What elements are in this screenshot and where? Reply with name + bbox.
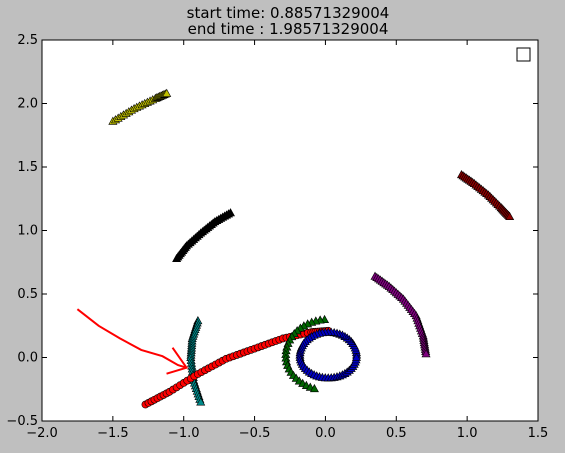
x-tick-label: −1.0: [168, 426, 200, 441]
chart-subtitle: end time : 1.98571329004: [188, 20, 389, 38]
series-7-point: [309, 383, 319, 393]
y-tick-label: −0.5: [6, 414, 38, 429]
x-tick-label: −1.5: [97, 426, 129, 441]
x-tick-label: −0.5: [239, 426, 271, 441]
series-3-point: [421, 349, 431, 358]
y-tick-label: 2.0: [17, 97, 38, 112]
axis-ticks: −2.0 −1.5 −1.0 −0.5 0.0 0.5 1.0 1.5 −0.5 0.0 0.5 1.…: [6, 33, 548, 441]
x-tick-label: 0.0: [315, 426, 336, 441]
y-tick-label: 0.5: [17, 287, 38, 302]
x-tick-label: 0.5: [386, 426, 407, 441]
series-1-point: [225, 208, 235, 217]
y-tick-label: 1.0: [17, 224, 38, 239]
x-tick-label: 1.0: [457, 426, 478, 441]
chart-title: start time: 0.88571329004: [187, 4, 390, 22]
y-tick-label: 2.5: [17, 33, 38, 48]
data-marks: [108, 88, 515, 409]
legend-box: [516, 47, 531, 62]
y-tick-label: 1.5: [17, 160, 38, 175]
series-4-point: [196, 397, 206, 406]
annotation-arrow-shaft: [76, 308, 187, 369]
x-tick-label: 1.5: [528, 426, 549, 441]
annotation-arrow-head: [166, 347, 189, 375]
x-tick-label: −2.0: [26, 426, 58, 441]
annotation-arrow: [76, 308, 189, 375]
y-tick-label: 0.0: [17, 351, 38, 366]
series-0-point: [162, 88, 172, 97]
series-6-point: [351, 352, 361, 361]
series-2-point: [505, 211, 515, 221]
